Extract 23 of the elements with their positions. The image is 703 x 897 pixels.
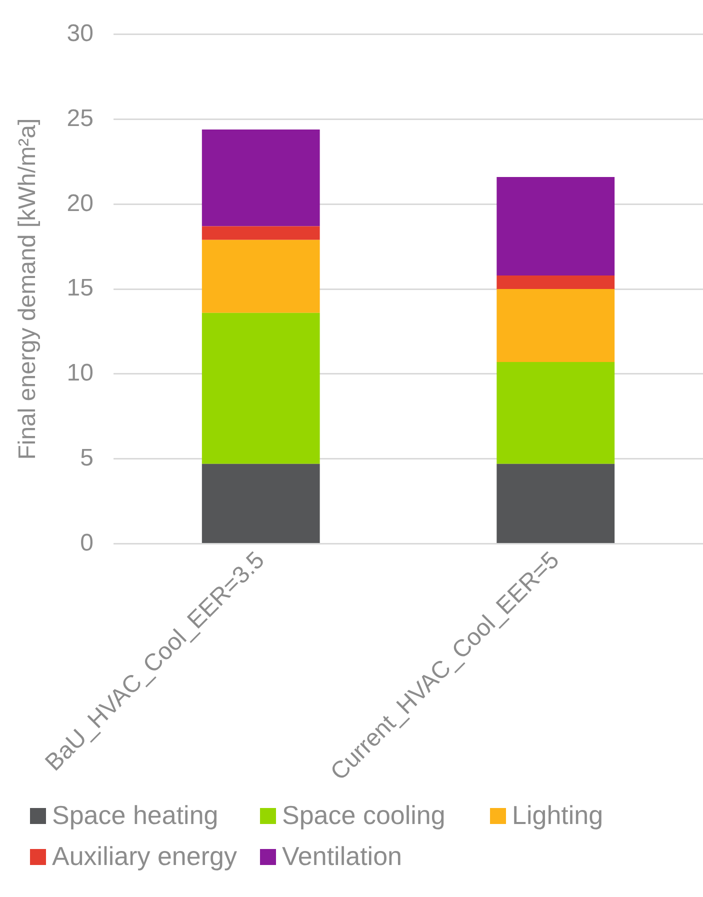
bar <box>202 226 320 240</box>
bar <box>202 312 320 464</box>
bar <box>496 275 615 290</box>
legend-label: Ventilation <box>282 841 402 872</box>
bar <box>496 362 615 464</box>
bar <box>202 240 320 313</box>
legend-label: Space heating <box>52 800 218 831</box>
legend-label: Auxiliary energy <box>52 841 237 872</box>
legend-label: Space cooling <box>282 800 446 831</box>
bar <box>496 464 615 543</box>
bar <box>202 464 320 543</box>
bar <box>496 289 615 362</box>
bar <box>202 129 320 226</box>
y-tick-label: 0 <box>80 529 94 556</box>
y-tick-label: 10 <box>66 360 94 387</box>
y-tick-label: 30 <box>66 20 94 48</box>
legend-label: Lighting <box>512 800 604 831</box>
y-tick-label: 25 <box>66 104 94 132</box>
y-tick-label: 20 <box>66 190 94 217</box>
y-axis-title: Final energy demand [kWh/m²a] <box>14 118 42 460</box>
y-tick-label: 5 <box>80 444 94 472</box>
y-tick-label: 15 <box>66 274 94 302</box>
bar <box>496 177 615 276</box>
